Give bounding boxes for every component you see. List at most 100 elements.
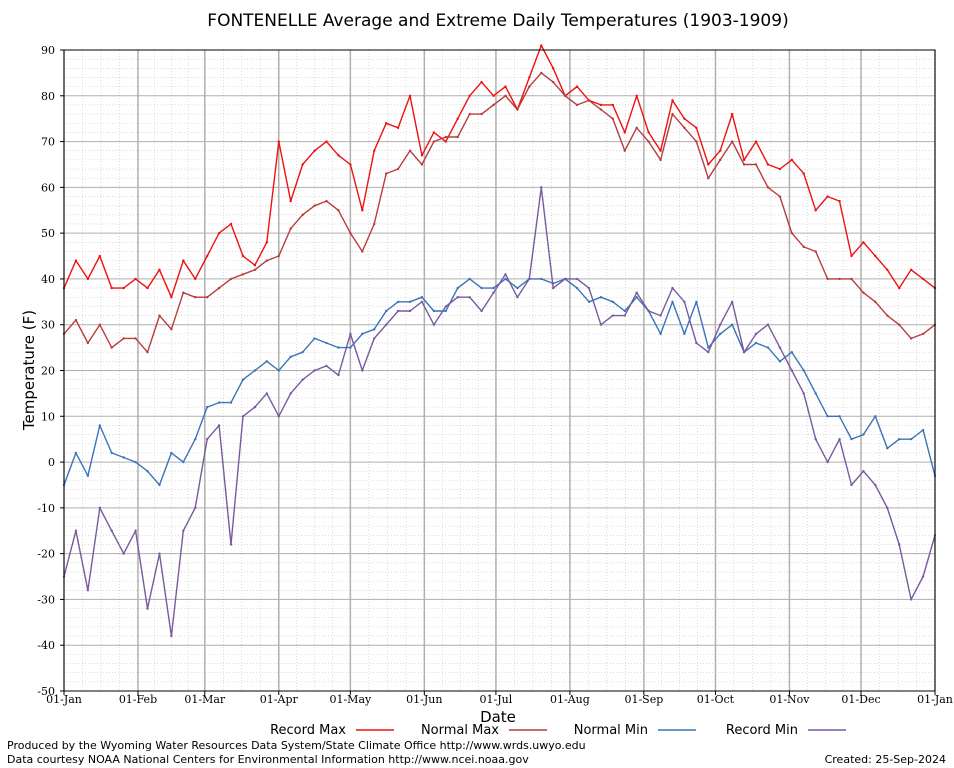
data-point	[205, 405, 209, 409]
data-point	[492, 286, 495, 290]
data-point	[444, 140, 448, 143]
data-point	[492, 103, 495, 107]
x-tick-label: 01-May	[329, 693, 372, 706]
data-point	[492, 291, 495, 294]
x-axis-ticks: 01-Jan 01-Feb 01-Mar 01-Apr 01-May 01-Jun 01-J…	[46, 691, 953, 706]
data-point	[826, 415, 829, 418]
data-point	[611, 314, 615, 317]
data-point	[599, 296, 603, 299]
x-tick-label: 01-Oct	[697, 693, 735, 706]
data-point	[420, 296, 424, 299]
data-point	[575, 286, 579, 290]
data-point	[921, 332, 925, 336]
data-point	[277, 415, 280, 418]
data-point	[396, 309, 400, 313]
data-point	[349, 231, 352, 235]
data-point	[444, 135, 448, 139]
data-point	[754, 163, 758, 166]
data-point	[707, 163, 710, 166]
data-point	[778, 167, 782, 171]
data-point	[874, 415, 877, 418]
data-point	[349, 163, 352, 166]
data-point	[170, 451, 173, 455]
data-point	[766, 323, 770, 326]
data-point	[874, 483, 877, 487]
data-point	[384, 309, 388, 313]
data-point	[134, 460, 137, 464]
data-point	[551, 286, 555, 290]
data-point	[265, 392, 269, 395]
data-point	[122, 337, 125, 340]
data-point	[623, 149, 626, 152]
data-point	[683, 126, 686, 130]
data-point	[886, 268, 889, 271]
data-point	[695, 300, 698, 304]
data-point	[265, 360, 269, 363]
data-point	[361, 369, 364, 372]
data-point	[742, 350, 746, 354]
x-tick-label: 01-Nov	[769, 693, 810, 706]
x-tick-label: 01-Sep	[624, 693, 663, 706]
data-point	[373, 328, 376, 331]
x-tick-label: 01-Jan	[917, 693, 953, 706]
data-point	[98, 254, 101, 258]
data-point	[802, 245, 805, 249]
data-point	[540, 71, 543, 75]
data-point	[432, 131, 436, 134]
data-point	[86, 341, 90, 345]
x-tick-label: 01-Feb	[119, 693, 157, 706]
data-point	[337, 346, 340, 349]
data-point	[504, 273, 507, 276]
data-point	[719, 158, 722, 162]
data-point	[396, 300, 400, 304]
data-point	[551, 67, 555, 70]
data-point	[635, 94, 638, 97]
data-point	[265, 241, 269, 244]
data-point	[671, 300, 674, 304]
data-point	[838, 415, 841, 418]
series-line	[63, 44, 936, 298]
x-tick-label: 01-Mar	[184, 693, 226, 706]
data-point	[766, 346, 770, 349]
data-point	[587, 300, 591, 304]
data-point	[408, 149, 412, 152]
data-point	[86, 589, 90, 592]
data-point	[563, 94, 567, 97]
y-tick-label: 10	[41, 410, 55, 423]
data-point	[468, 94, 471, 97]
data-point	[909, 337, 913, 340]
data-point	[361, 209, 364, 212]
y-tick-label: 40	[41, 273, 55, 286]
data-point	[217, 424, 221, 427]
data-point	[229, 401, 233, 404]
data-point	[241, 415, 245, 418]
data-point	[384, 172, 388, 175]
data-point	[551, 80, 555, 84]
data-point	[480, 80, 483, 84]
data-point	[134, 337, 137, 340]
data-point	[122, 456, 125, 459]
data-point	[707, 350, 710, 354]
data-point	[730, 112, 734, 116]
data-point	[74, 451, 78, 455]
data-point	[838, 277, 841, 281]
data-point	[909, 437, 913, 441]
data-point	[898, 437, 901, 441]
data-point	[707, 346, 710, 349]
data-point	[695, 126, 698, 130]
legend-label: Record Min	[726, 723, 798, 738]
data-point	[408, 309, 412, 313]
data-point	[898, 286, 901, 290]
y-tick-label: -30	[37, 593, 55, 606]
data-point	[170, 634, 173, 638]
data-point	[373, 222, 376, 226]
data-point	[671, 99, 674, 102]
data-point	[886, 314, 889, 317]
data-point	[683, 300, 686, 304]
data-point	[742, 158, 746, 162]
legend-label: Record Max	[270, 723, 346, 738]
data-point	[635, 296, 638, 299]
data-point	[563, 277, 567, 281]
data-point	[86, 277, 90, 281]
